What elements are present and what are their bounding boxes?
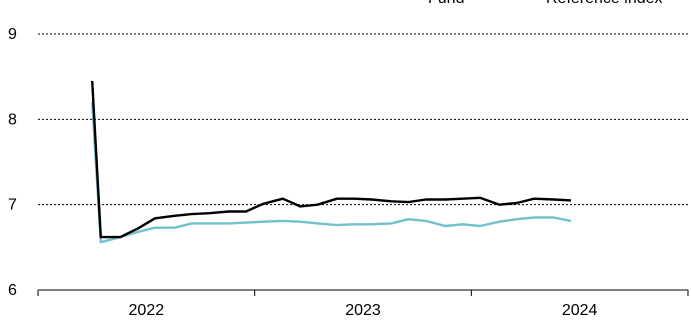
y-tick-label: 9 [8, 26, 17, 43]
legend: Fund Reference index [428, 0, 663, 7]
legend-label-reference-index: Reference index [546, 0, 663, 7]
series-lines [91, 80, 572, 244]
x-tick-label: 2024 [562, 302, 598, 319]
gridlines [38, 33, 688, 206]
y-tick-label: 7 [8, 197, 17, 214]
legend-label-fund: Fund [428, 0, 464, 7]
series-line-fund [91, 80, 572, 239]
series-line-reference-index [91, 102, 572, 244]
y-tick-label: 6 [8, 282, 17, 299]
y-axis-tick-labels: 6 7 8 9 [8, 26, 17, 299]
y-tick-label: 8 [8, 111, 17, 128]
x-tick-label: 2022 [129, 302, 165, 319]
x-tick-label: 2023 [345, 302, 381, 319]
x-axis: 2022 2023 2024 [37, 289, 689, 319]
